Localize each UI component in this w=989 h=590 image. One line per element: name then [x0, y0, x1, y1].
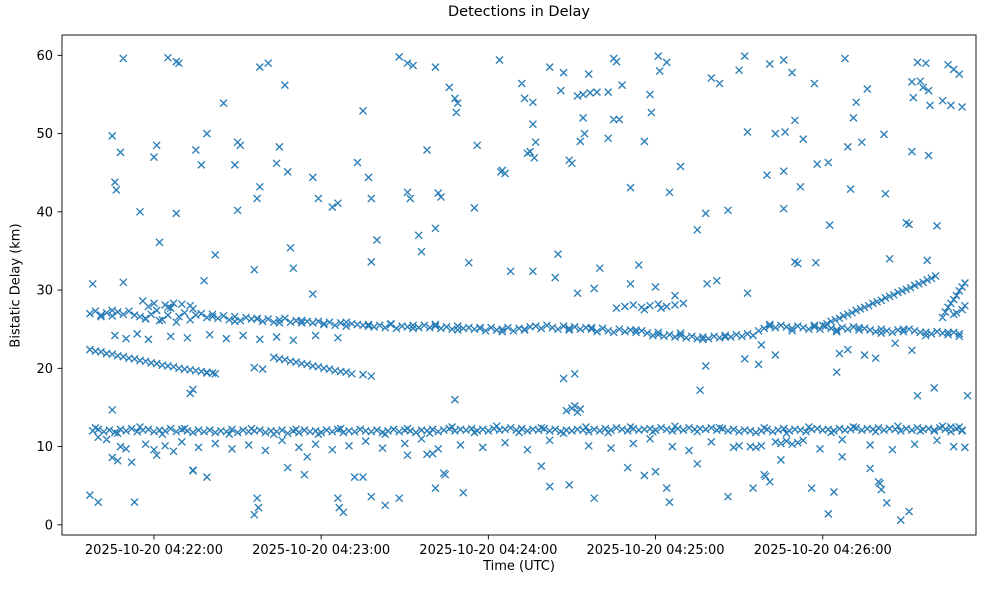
y-tick-label: 30 [36, 284, 53, 299]
y-tick-label: 0 [45, 518, 53, 533]
y-tick-label: 10 [36, 440, 53, 455]
y-tick-label: 40 [36, 205, 53, 220]
x-axis-ticks: 2025-10-20 04:22:00 2025-10-20 04:23:00 20… [85, 535, 892, 558]
y-axis-ticks: 0 10 20 30 40 50 60 [36, 49, 62, 533]
x-tick-label: 2025-10-20 04:22:00 [85, 543, 223, 558]
x-axis-label: Time (UTC) [483, 559, 555, 574]
y-tick-label: 20 [36, 362, 53, 377]
y-tick-label: 60 [36, 49, 53, 64]
y-tick-label: 50 [36, 127, 53, 142]
plot-area [61, 34, 977, 536]
x-tick-label: 2025-10-20 04:25:00 [587, 543, 725, 558]
scatter-points [85, 52, 972, 525]
x-tick-label: 2025-10-20 04:23:00 [252, 543, 390, 558]
x-tick-label: 2025-10-20 04:24:00 [419, 543, 557, 558]
chart-title: Detections in Delay [447, 4, 590, 20]
x-tick-label: 2025-10-20 04:26:00 [754, 543, 892, 558]
